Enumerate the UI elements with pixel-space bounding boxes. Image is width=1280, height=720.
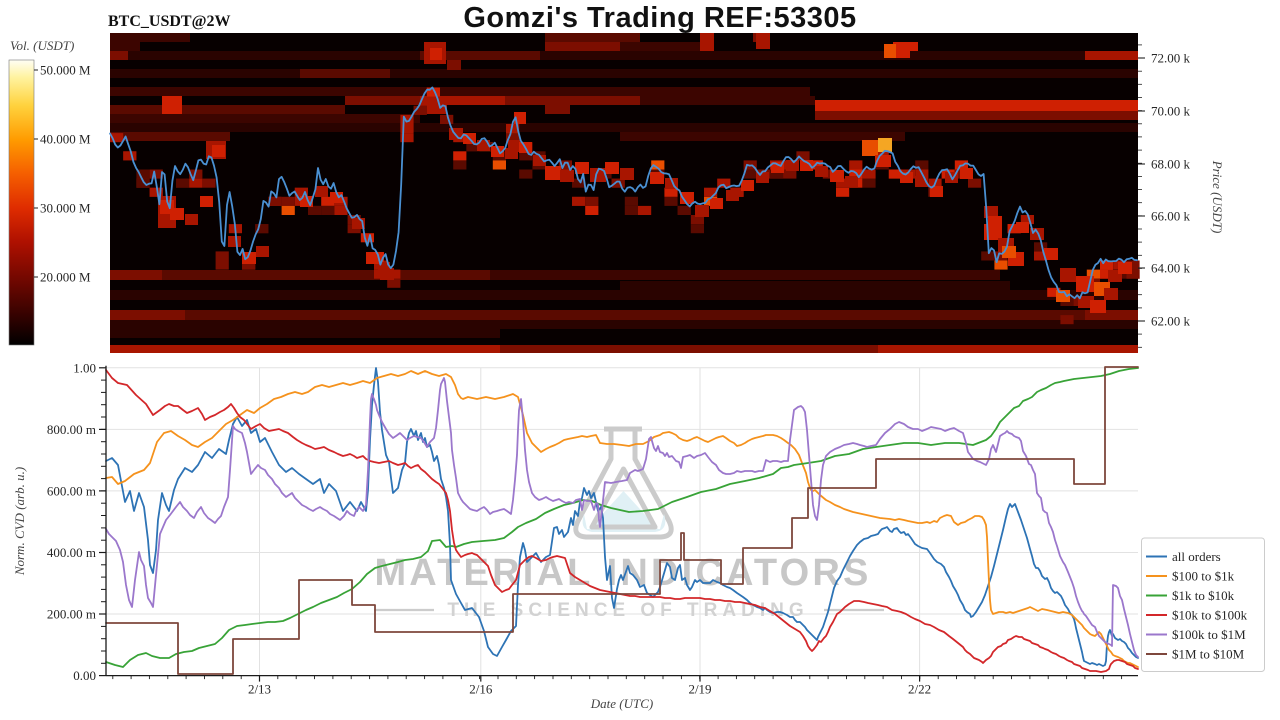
svg-text:30.000 M: 30.000 M	[40, 201, 91, 216]
svg-text:1.00: 1.00	[73, 360, 96, 375]
svg-text:2/19: 2/19	[688, 682, 711, 697]
svg-text:0.00: 0.00	[73, 668, 96, 683]
svg-text:2/13: 2/13	[248, 682, 271, 697]
svg-text:50.000 M: 50.000 M	[40, 63, 91, 78]
svg-text:$100k to $1M: $100k to $1M	[1172, 627, 1246, 642]
svg-text:MATERIAL INDICATORS: MATERIAL INDICATORS	[374, 552, 871, 594]
svg-text:70.00 k: 70.00 k	[1151, 104, 1191, 119]
svg-text:400.00 m: 400.00 m	[47, 545, 96, 560]
svg-text:Gomzi's Trading REF:53305: Gomzi's Trading REF:53305	[463, 2, 856, 34]
svg-text:2/22: 2/22	[908, 682, 931, 697]
svg-text:Price (USDT): Price (USDT)	[1210, 160, 1225, 234]
svg-text:600.00 m: 600.00 m	[47, 483, 96, 498]
svg-text:$1M to $10M: $1M to $10M	[1172, 647, 1245, 662]
svg-text:$10k to $100k: $10k to $100k	[1172, 608, 1248, 623]
svg-text:40.000 M: 40.000 M	[40, 132, 91, 147]
svg-text:Vol. (USDT): Vol. (USDT)	[10, 38, 74, 53]
svg-text:THE SCIENCE OF TRADING: THE SCIENCE OF TRADING	[447, 600, 808, 621]
svg-text:2/16: 2/16	[469, 682, 493, 697]
svg-text:all orders: all orders	[1172, 549, 1221, 564]
svg-text:62.00 k: 62.00 k	[1151, 314, 1191, 329]
svg-text:200.00 m: 200.00 m	[47, 607, 96, 622]
svg-text:$1k to $10k: $1k to $10k	[1172, 588, 1235, 603]
svg-text:20.000 M: 20.000 M	[40, 270, 91, 285]
svg-text:$100 to $1k: $100 to $1k	[1172, 569, 1235, 584]
svg-text:66.00 k: 66.00 k	[1151, 209, 1191, 224]
svg-text:64.00 k: 64.00 k	[1151, 261, 1191, 276]
svg-text:Date (UTC): Date (UTC)	[590, 696, 653, 711]
svg-text:800.00 m: 800.00 m	[47, 422, 96, 437]
svg-text:68.00 k: 68.00 k	[1151, 157, 1191, 172]
svg-text:Norm. CVD (arb. u.): Norm. CVD (arb. u.)	[12, 467, 27, 576]
svg-text:BTC_USDT@2W: BTC_USDT@2W	[108, 13, 230, 30]
svg-text:72.00 k: 72.00 k	[1151, 51, 1191, 66]
